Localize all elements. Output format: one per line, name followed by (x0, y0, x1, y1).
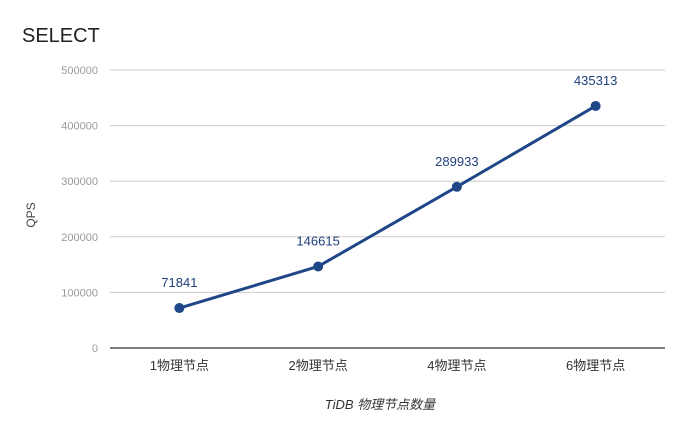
y-tick-label: 300000 (61, 176, 98, 188)
grid-lines (110, 69, 665, 349)
x-tick-label: 6物理节点 (566, 358, 625, 373)
y-tick-label: 0 (92, 343, 98, 355)
x-tick-label: 4物理节点 (427, 358, 486, 373)
series-line-path (177, 104, 598, 310)
x-tick-labels: 1物理节点 2物理节点 4物理节点 6物理节点 (150, 358, 625, 373)
y-axis-title: QPS (24, 202, 38, 227)
data-point (174, 303, 185, 314)
y-tick-label: 400000 (61, 121, 98, 133)
data-label: 435313 (574, 73, 617, 88)
y-tick-label: 100000 (61, 287, 98, 299)
data-label: 71841 (161, 275, 197, 290)
data-label: 146615 (296, 233, 339, 248)
series-points (174, 100, 601, 314)
data-point (451, 181, 462, 192)
data-label: 289933 (435, 154, 478, 169)
data-labels: 71841 146615 289933 435313 (161, 73, 617, 290)
series-line (177, 104, 598, 310)
x-tick-label: 2物理节点 (289, 358, 348, 373)
y-tick-label: 200000 (61, 232, 98, 244)
data-point (590, 100, 601, 111)
x-tick-label: 1物理节点 (150, 358, 209, 373)
y-tick-label: 500000 (61, 65, 98, 77)
data-point (313, 261, 324, 272)
chart-title: SELECT (22, 25, 100, 47)
y-tick-labels: 0 100000 200000 300000 400000 500000 (61, 65, 98, 355)
x-axis-title: TiDB 物理节点数量 (325, 397, 437, 412)
